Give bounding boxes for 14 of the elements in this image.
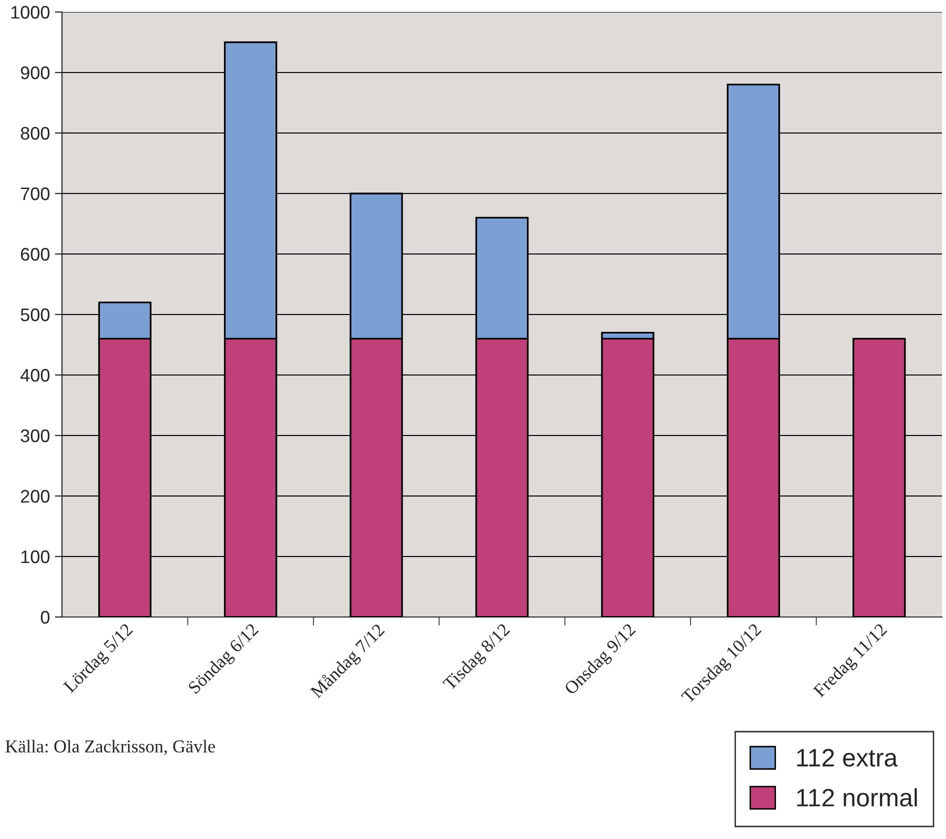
y-tick-label: 800 <box>20 126 50 140</box>
y-tick-label: 200 <box>20 490 50 503</box>
y-tick-label: 100 <box>21 550 50 564</box>
legend-label: 112 normal <box>797 788 917 807</box>
y-tick-label: 1000 <box>11 6 50 19</box>
legend-label: 112 extra <box>797 748 898 767</box>
y-tick-label: 900 <box>20 66 50 80</box>
y-tick-label: 300 <box>20 429 50 442</box>
y-tick-label: 600 <box>20 248 50 261</box>
y-tick-label: 0 <box>40 610 50 624</box>
y-tick-label: 700 <box>21 187 50 200</box>
text: Källa: Ola Zackrisson, Gävle <box>6 740 215 756</box>
y-tick-label: 500 <box>20 308 50 322</box>
y-tick-label: 400 <box>20 368 50 382</box>
